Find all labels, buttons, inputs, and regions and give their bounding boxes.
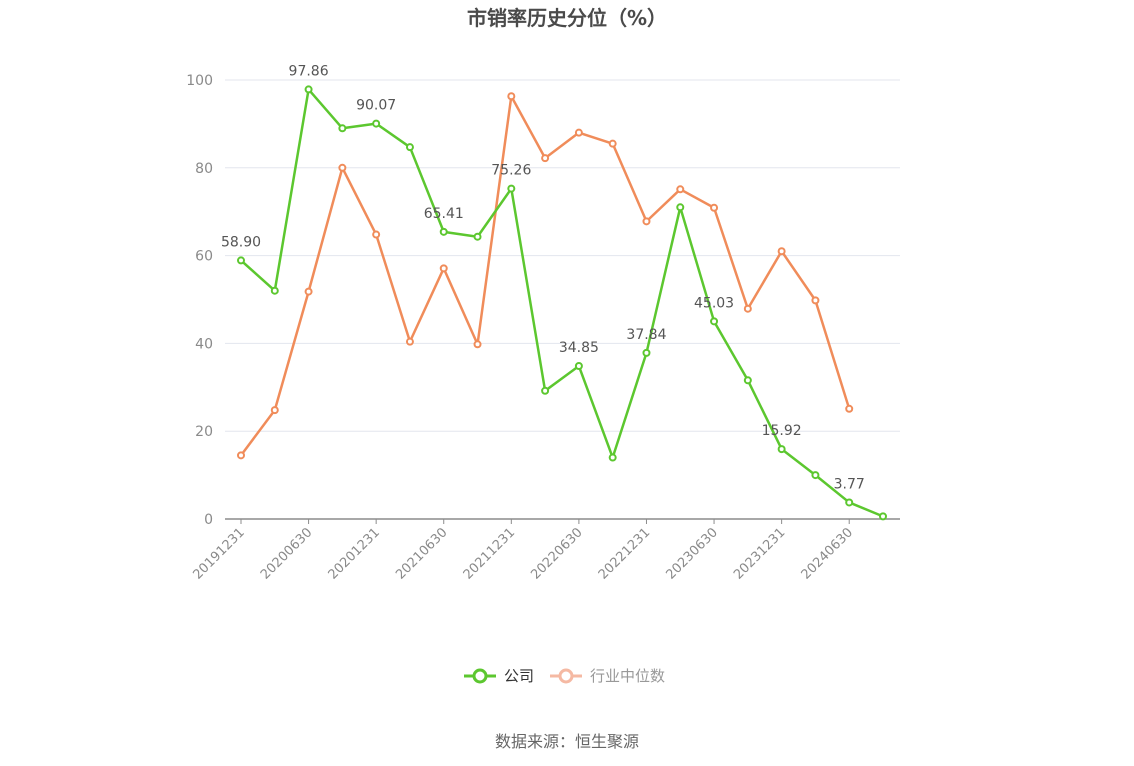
x-tick-label: 20191231	[190, 525, 247, 582]
data-point[interactable]	[676, 203, 685, 212]
data-label: 65.41	[424, 206, 464, 222]
x-tick-label: 20231231	[731, 525, 788, 582]
data-point[interactable]	[507, 184, 516, 193]
data-point[interactable]	[743, 304, 752, 313]
x-tick-label: 20210630	[393, 525, 450, 582]
data-point[interactable]	[304, 287, 313, 296]
x-axis: 20191231 20200630 20201231 20210630 20211231…	[190, 518, 900, 583]
data-source: 数据来源：恒生聚源	[495, 732, 639, 751]
y-tick-label: 60	[195, 249, 213, 265]
data-point[interactable]	[710, 317, 719, 326]
x-tick-label: 20230630	[663, 525, 720, 582]
data-point[interactable]	[777, 247, 786, 256]
data-point[interactable]	[270, 286, 279, 295]
y-tick-label: 80	[195, 161, 213, 177]
data-point[interactable]	[541, 386, 550, 395]
chart-title: 市销率历史分位（%）	[467, 6, 667, 30]
series-layer	[237, 85, 887, 521]
data-point[interactable]	[811, 296, 820, 305]
data-point[interactable]	[845, 498, 854, 507]
data-point[interactable]	[845, 404, 854, 413]
series-line-0	[240, 88, 884, 518]
data-label: 75.26	[491, 163, 531, 179]
data-labels: 58.90 97.86 90.07 65.41 75.26 34.85 37.84 45.03…	[221, 63, 865, 492]
data-point[interactable]	[676, 185, 685, 194]
data-label: 58.90	[221, 234, 261, 250]
data-point[interactable]	[473, 232, 482, 241]
data-point[interactable]	[879, 512, 887, 521]
legend-item-industry-median[interactable]: 行业中位数	[550, 667, 665, 685]
x-tick-label: 20211231	[461, 525, 518, 582]
data-point[interactable]	[473, 340, 482, 349]
data-point[interactable]	[608, 453, 617, 462]
legend-industry-label: 行业中位数	[590, 667, 665, 685]
data-label: 3.77	[834, 476, 865, 492]
data-point[interactable]	[642, 217, 651, 226]
data-point[interactable]	[507, 92, 516, 101]
data-point[interactable]	[710, 203, 719, 212]
grid-lines	[225, 79, 900, 432]
y-tick-label: 0	[204, 512, 213, 528]
legend-company-marker	[472, 668, 488, 684]
data-point[interactable]	[777, 445, 786, 454]
legend-industry-marker	[558, 668, 574, 684]
data-point[interactable]	[439, 264, 448, 273]
data-point[interactable]	[304, 85, 313, 94]
x-tick-label: 20220630	[528, 525, 585, 582]
legend-item-company[interactable]: 公司	[464, 667, 534, 685]
data-label: 34.85	[559, 340, 599, 356]
data-label: 15.92	[762, 423, 802, 439]
y-tick-label: 40	[195, 336, 213, 352]
data-point[interactable]	[237, 256, 245, 265]
legend: 公司 行业中位数	[464, 667, 665, 685]
y-axis-ticks: 0 20 40 60 80 100	[186, 73, 213, 528]
x-tick-label: 20200630	[258, 525, 315, 582]
data-point[interactable]	[608, 139, 617, 148]
data-point[interactable]	[405, 143, 414, 152]
data-point[interactable]	[439, 227, 448, 236]
data-point[interactable]	[574, 362, 583, 371]
data-point[interactable]	[574, 128, 583, 137]
data-point[interactable]	[743, 376, 752, 385]
data-point[interactable]	[642, 348, 651, 357]
data-label: 45.03	[694, 295, 734, 311]
data-point[interactable]	[372, 119, 381, 128]
data-point[interactable]	[811, 471, 820, 480]
y-tick-label: 100	[186, 73, 213, 89]
data-point[interactable]	[541, 154, 550, 163]
data-label: 37.84	[626, 327, 666, 343]
data-point[interactable]	[405, 337, 414, 346]
x-tick-label: 20201231	[326, 525, 383, 582]
y-tick-label: 20	[195, 424, 213, 440]
data-point[interactable]	[372, 230, 381, 239]
data-point[interactable]	[237, 451, 245, 460]
data-point[interactable]	[338, 163, 347, 172]
x-tick-label: 20221231	[596, 525, 653, 582]
data-point[interactable]	[338, 124, 347, 133]
data-point[interactable]	[270, 406, 279, 415]
data-label: 97.86	[289, 63, 329, 79]
data-label: 90.07	[356, 98, 396, 114]
legend-company-label: 公司	[504, 667, 534, 685]
x-tick-label: 20240630	[799, 525, 856, 582]
